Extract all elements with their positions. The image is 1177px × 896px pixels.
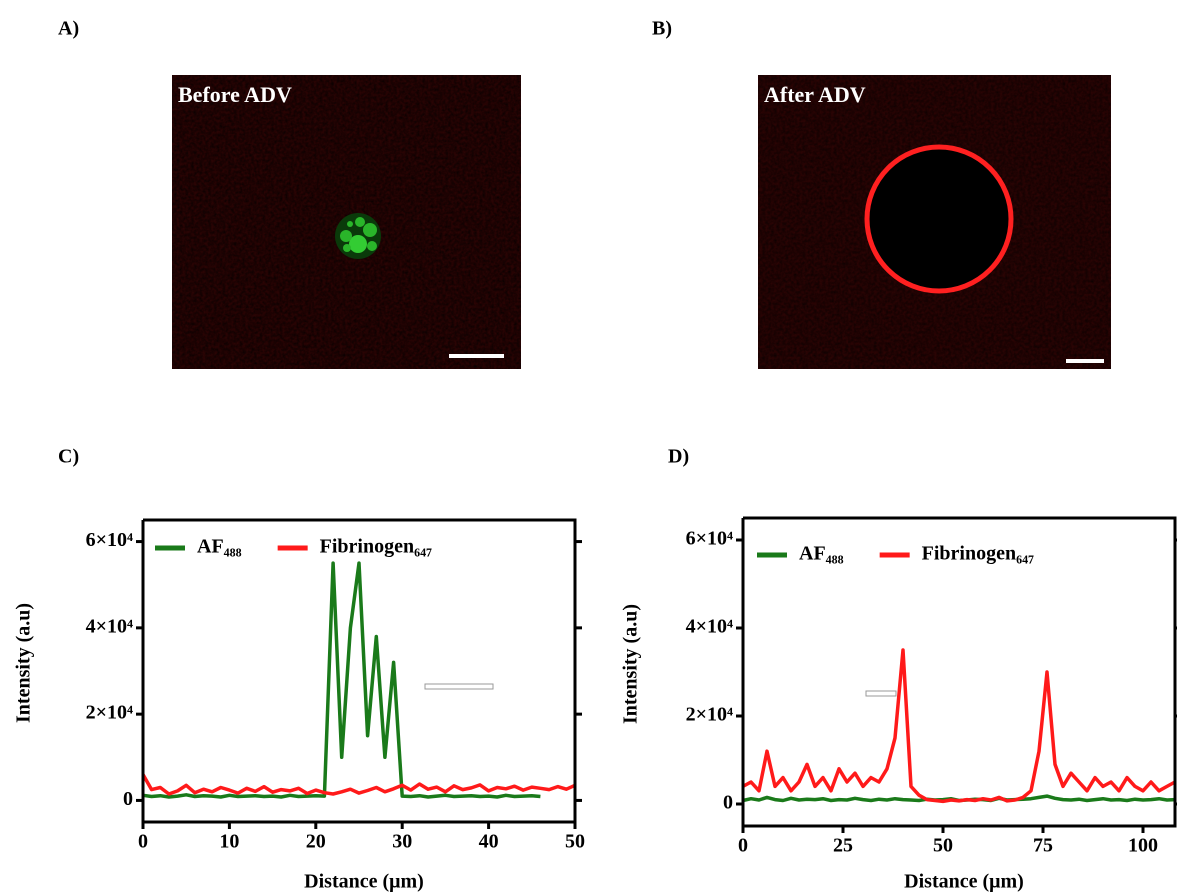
- series-line: [742, 648, 1176, 804]
- y-tick-label: 0: [723, 792, 733, 814]
- image-a: Before ADV: [172, 75, 521, 369]
- x-tick-label: 10: [219, 831, 239, 853]
- artifact-box: [865, 690, 897, 697]
- x-tick-label: 30: [392, 831, 412, 853]
- artifact-box: [424, 683, 494, 690]
- x-tick-label: 0: [738, 835, 748, 857]
- image-b: After ADV: [758, 75, 1111, 369]
- y-axis-label: Intensity (a.u): [13, 603, 35, 723]
- plot: [741, 516, 1177, 828]
- x-tick-label: 50: [933, 835, 953, 857]
- image-caption: After ADV: [764, 82, 866, 107]
- legend-label: AF₄₈₈: [197, 536, 242, 558]
- y-tick-label: 6×10⁴: [686, 528, 733, 550]
- panel-label: C): [58, 446, 79, 468]
- y-tick-label: 6×10⁴: [86, 529, 133, 551]
- panel-label: B): [652, 18, 672, 40]
- y-tick-label: 2×10⁴: [686, 704, 733, 726]
- panel-label: A): [58, 18, 79, 40]
- y-tick-label: 2×10⁴: [86, 702, 133, 724]
- y-axis-label: Intensity (a.u): [620, 604, 642, 724]
- x-axis-label: Distance (μm): [304, 871, 424, 893]
- y-tick-label: 4×10⁴: [686, 616, 733, 638]
- x-tick-label: 50: [565, 831, 585, 853]
- plot: [141, 518, 582, 824]
- x-tick-label: 40: [479, 831, 499, 853]
- x-tick-label: 20: [306, 831, 326, 853]
- x-tick-label: 25: [833, 835, 853, 857]
- image-caption: Before ADV: [178, 82, 292, 107]
- y-tick-label: 4×10⁴: [86, 615, 133, 637]
- x-tick-label: 75: [1033, 835, 1053, 857]
- legend-label: AF₄₈₈: [799, 543, 844, 565]
- legend-label: Fibrinogen₆₄₇: [320, 536, 432, 558]
- x-axis-label: Distance (μm): [904, 871, 1024, 893]
- series-line: [142, 561, 541, 799]
- x-tick-label: 100: [1128, 835, 1158, 857]
- axes-frame: [741, 516, 1177, 828]
- y-tick-label: 0: [123, 788, 133, 810]
- panel-label: D): [668, 446, 689, 468]
- x-tick-label: 0: [138, 831, 148, 853]
- legend-label: Fibrinogen₆₄₇: [922, 543, 1034, 565]
- series-line: [141, 773, 576, 796]
